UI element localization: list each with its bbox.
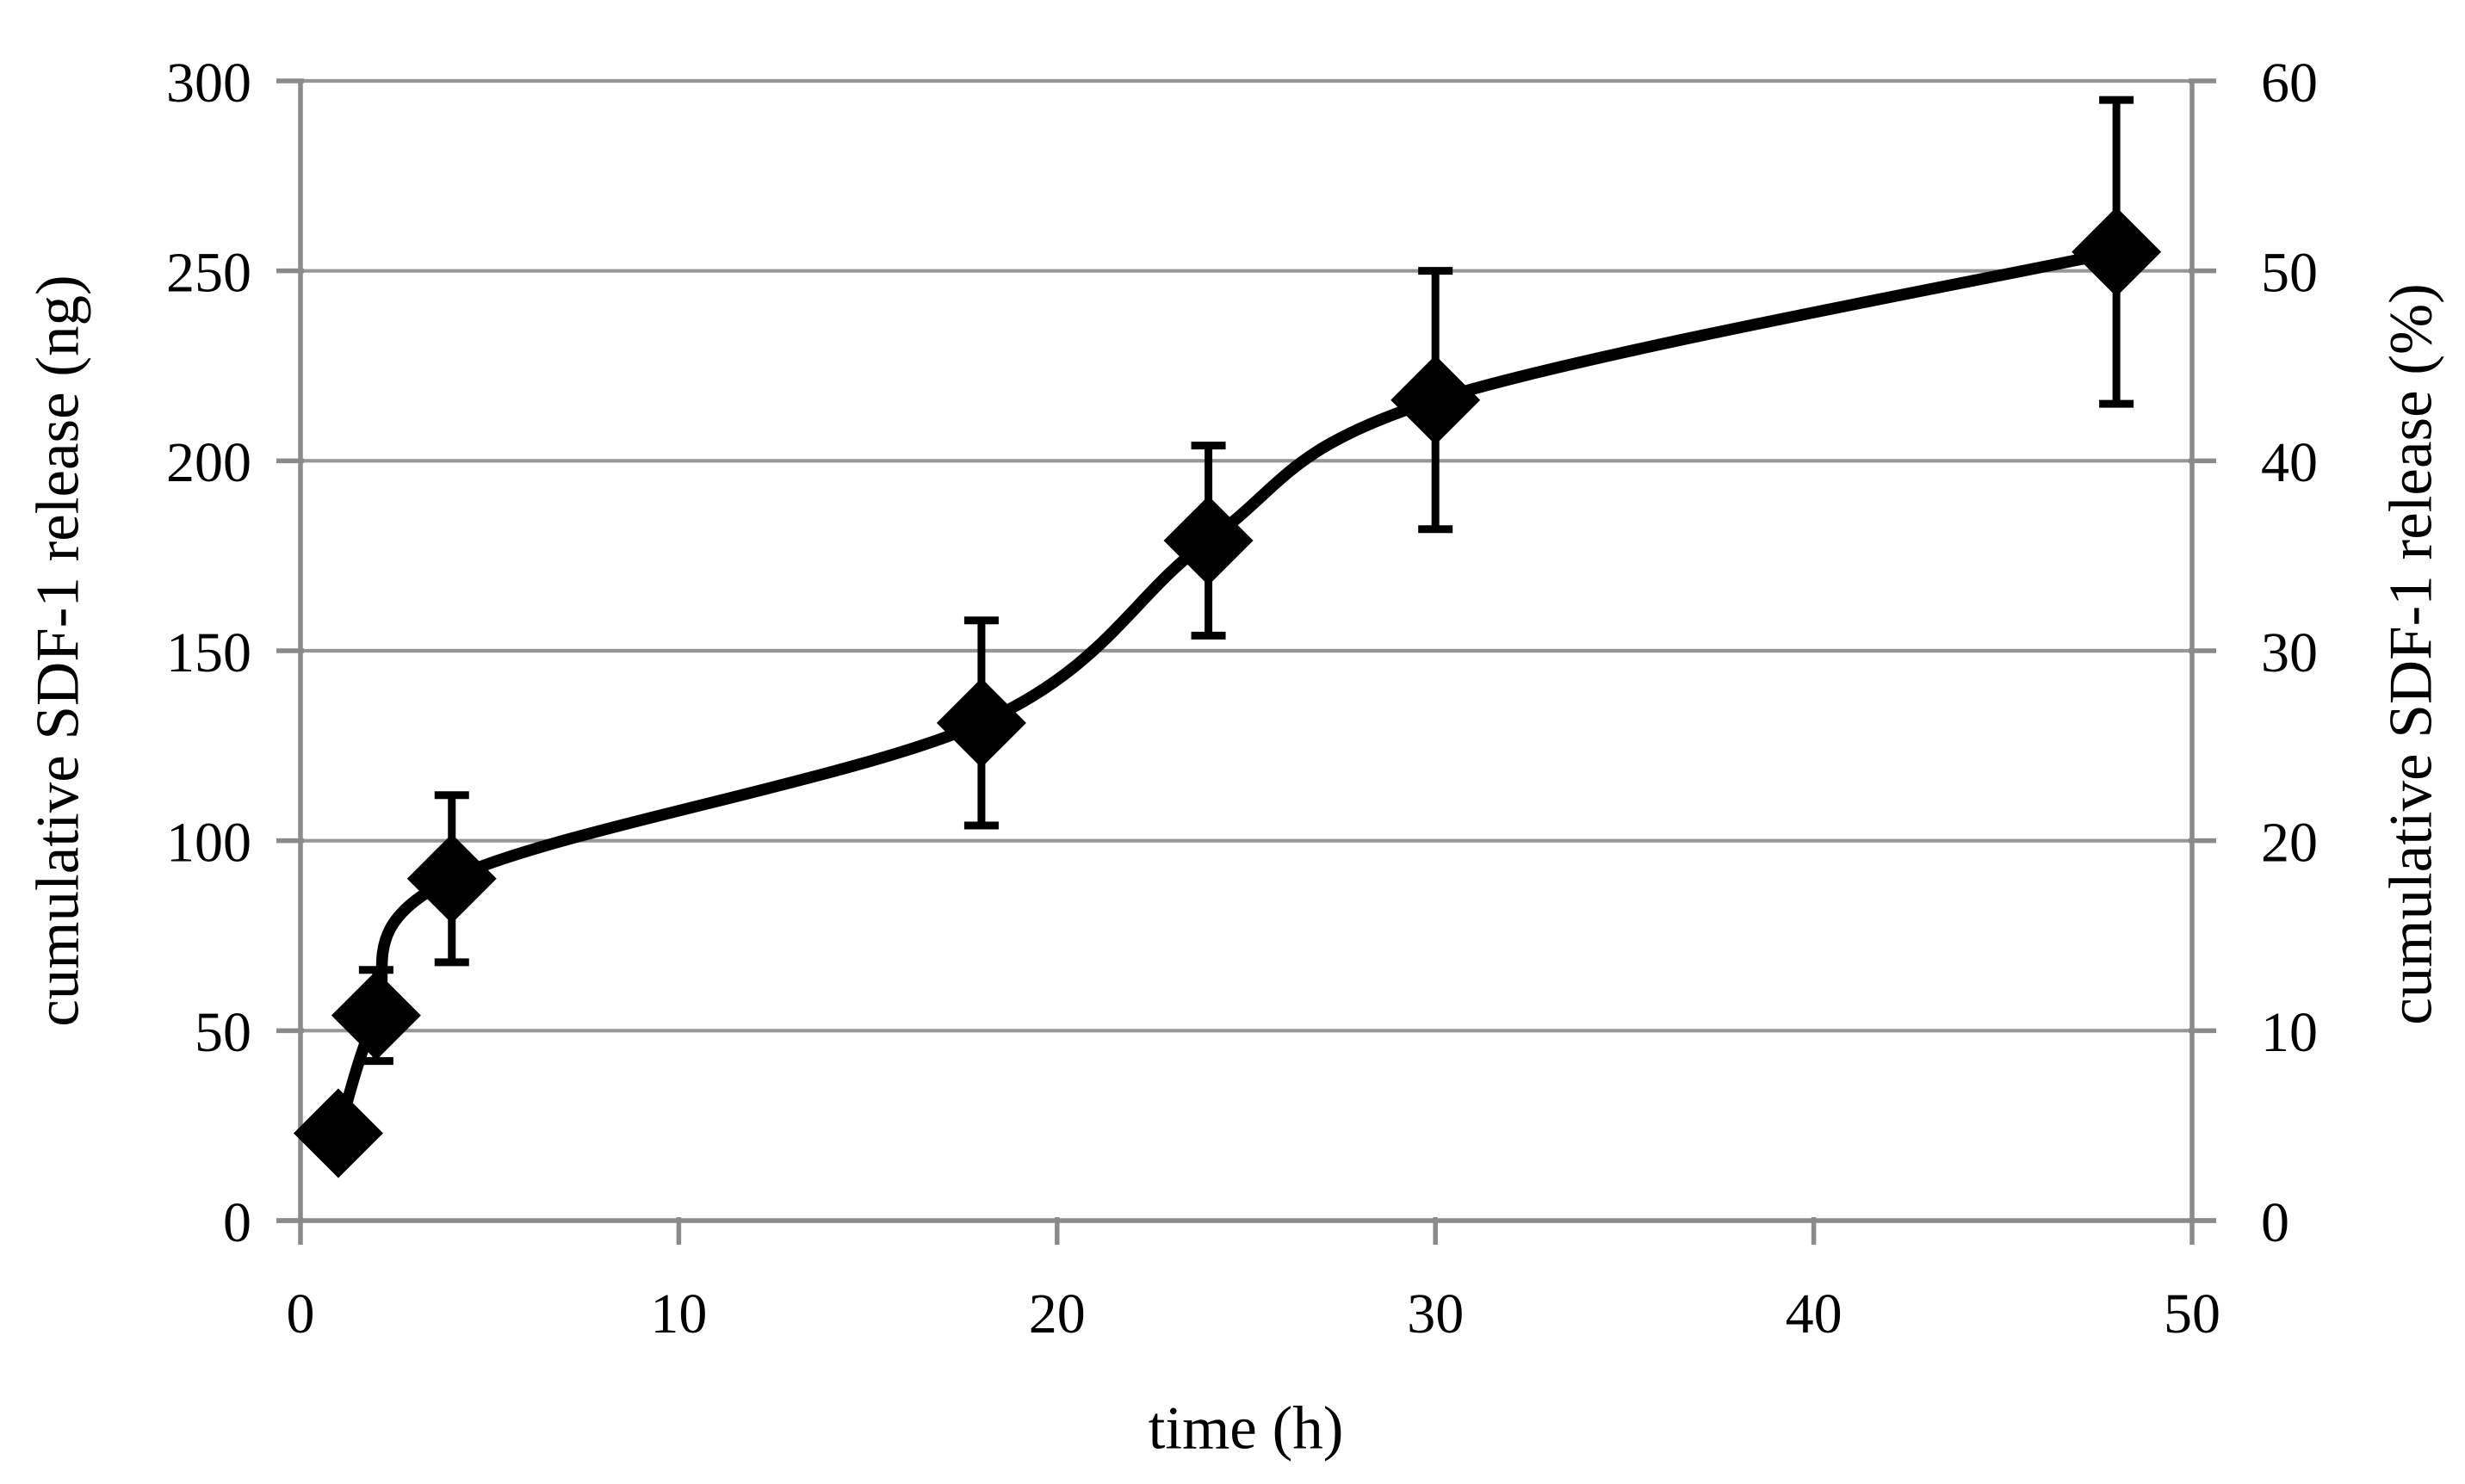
y-right-tick-label: 50: [2261, 241, 2318, 304]
y-right-tick-label: 40: [2261, 431, 2318, 494]
error-bars-group: [358, 96, 2134, 1066]
data-point-marker: [293, 1088, 383, 1178]
data-point-marker: [1163, 496, 1254, 586]
y-left-tick-label: 300: [166, 52, 251, 114]
x-tick-label: 0: [287, 1283, 315, 1345]
data-point-marker: [331, 970, 421, 1060]
y-axis-title-left: cumulative SDF-1 release (ng): [24, 275, 92, 1027]
data-point-marker: [2072, 207, 2162, 297]
x-tick-label: 40: [1786, 1283, 1843, 1345]
y-left-tick-label: 150: [166, 621, 251, 684]
y-right-tick-label: 0: [2261, 1191, 2289, 1254]
data-point-marker: [406, 833, 497, 924]
x-tick-label: 50: [2164, 1283, 2220, 1345]
data-point-marker: [936, 677, 1026, 768]
y-left-tick-label: 50: [195, 1001, 251, 1064]
y-right-tick-label: 20: [2261, 811, 2318, 874]
tick-labels-group: 0 50 100 150 200 250 300 0 10 20 30 40 50 60 0 10 20 30 40…: [166, 52, 2318, 1345]
y-axis-title-right: cumulative SDF-1 release (%): [2377, 283, 2445, 1025]
y-left-tick-label: 100: [166, 811, 251, 874]
x-axis-title: time (h): [1148, 1394, 1344, 1462]
x-tick-label: 30: [1407, 1283, 1464, 1345]
y-right-tick-label: 10: [2261, 1001, 2318, 1064]
x-tick-label: 10: [650, 1283, 707, 1345]
y-right-tick-label: 30: [2261, 621, 2318, 684]
markers-group: [293, 207, 2162, 1178]
data-point-marker: [1390, 355, 1481, 445]
y-left-tick-label: 250: [166, 241, 251, 304]
gridlines-group: [300, 78, 2192, 1033]
axes-group: [276, 78, 2216, 1245]
x-tick-label: 20: [1029, 1283, 1086, 1345]
y-left-tick-label: 200: [166, 431, 251, 494]
y-right-tick-label: 60: [2261, 52, 2318, 114]
series-line: [332, 245, 2122, 1140]
y-left-tick-label: 0: [223, 1191, 251, 1254]
